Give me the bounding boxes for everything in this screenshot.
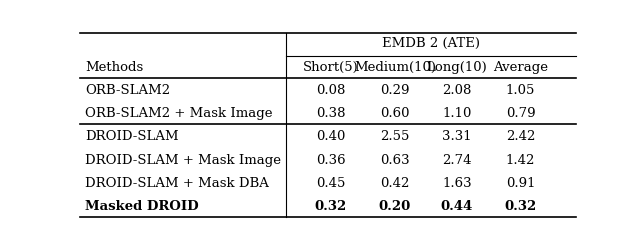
Text: 0.40: 0.40 — [316, 130, 345, 143]
Text: 0.32: 0.32 — [314, 199, 347, 212]
Text: 1.10: 1.10 — [442, 107, 472, 120]
Text: 0.63: 0.63 — [380, 153, 410, 166]
Text: 0.08: 0.08 — [316, 84, 345, 97]
Text: Short(5): Short(5) — [303, 60, 358, 73]
Text: 0.60: 0.60 — [380, 107, 410, 120]
Text: 2.08: 2.08 — [442, 84, 472, 97]
Text: 0.79: 0.79 — [506, 107, 535, 120]
Text: Long(10): Long(10) — [427, 60, 487, 73]
Text: 0.20: 0.20 — [379, 199, 411, 212]
Text: 0.45: 0.45 — [316, 176, 345, 189]
Text: Methods: Methods — [85, 60, 143, 73]
Text: 0.32: 0.32 — [504, 199, 536, 212]
Text: 2.74: 2.74 — [442, 153, 472, 166]
Text: 0.29: 0.29 — [380, 84, 410, 97]
Text: ORB-SLAM2 + Mask Image: ORB-SLAM2 + Mask Image — [85, 107, 273, 120]
Text: 1.63: 1.63 — [442, 176, 472, 189]
Text: DROID-SLAM: DROID-SLAM — [85, 130, 179, 143]
Text: 0.42: 0.42 — [380, 176, 410, 189]
Text: Masked DROID: Masked DROID — [85, 199, 198, 212]
Text: 2.55: 2.55 — [380, 130, 410, 143]
Text: 1.05: 1.05 — [506, 84, 535, 97]
Text: 2.42: 2.42 — [506, 130, 535, 143]
Text: ORB-SLAM2: ORB-SLAM2 — [85, 84, 170, 97]
Text: Average: Average — [493, 60, 548, 73]
Text: 0.38: 0.38 — [316, 107, 345, 120]
Text: DROID-SLAM + Mask Image: DROID-SLAM + Mask Image — [85, 153, 281, 166]
Text: 1.42: 1.42 — [506, 153, 535, 166]
Text: 3.31: 3.31 — [442, 130, 472, 143]
Text: 0.91: 0.91 — [506, 176, 535, 189]
Text: DROID-SLAM + Mask DBA: DROID-SLAM + Mask DBA — [85, 176, 269, 189]
Text: Medium(10): Medium(10) — [354, 60, 436, 73]
Text: EMDB 2 (ATE): EMDB 2 (ATE) — [382, 37, 480, 50]
Text: 0.44: 0.44 — [441, 199, 473, 212]
Text: 0.36: 0.36 — [316, 153, 346, 166]
